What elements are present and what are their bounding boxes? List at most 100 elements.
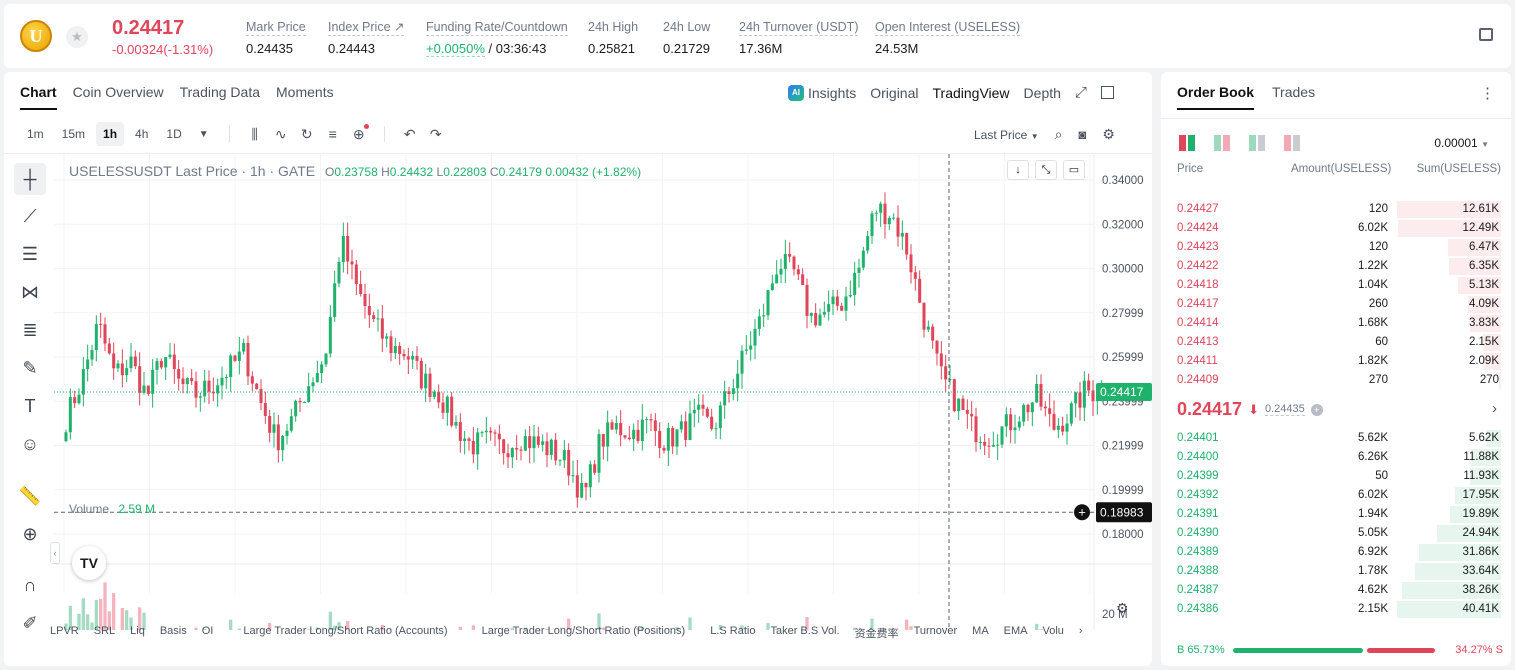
text-icon[interactable]: T: [24, 396, 36, 416]
indicator-basis[interactable]: Basis: [159, 625, 187, 637]
stat-open-interest[interactable]: Open Interest (USELESS) 24.53M: [875, 20, 1021, 56]
timeframe-1m[interactable]: 1m: [27, 127, 44, 141]
crosshair-icon[interactable]: ┼: [14, 163, 46, 195]
ask-row[interactable]: 0.24414 1.68K 3.83K: [1161, 314, 1511, 333]
bid-row[interactable]: 0.24389 6.92K 31.86K: [1161, 543, 1511, 562]
chevron-right-icon[interactable]: ›: [1492, 400, 1497, 417]
scroll-down-icon[interactable]: ↓: [1007, 160, 1029, 180]
collapse-left-icon[interactable]: ‹: [50, 542, 60, 564]
refresh-icon[interactable]: ↻: [300, 125, 313, 142]
notes-icon[interactable]: [1479, 28, 1493, 41]
collapse-icon[interactable]: ⤡: [1035, 160, 1057, 180]
price-chart[interactable]: 0.340000.320000.300000.279990.259990.239…: [54, 154, 1152, 630]
bid-row[interactable]: 0.24392 6.02K 17.95K: [1161, 486, 1511, 505]
fib-icon[interactable]: ≣: [22, 320, 38, 340]
brush-icon[interactable]: ✎: [22, 358, 38, 378]
indicator-lt-accounts[interactable]: Large Trader Long/Short Ratio (Accounts): [243, 625, 448, 637]
ask-row[interactable]: 0.24424 6.02K 12.49K: [1161, 219, 1511, 238]
indicator-ma[interactable]: MA: [972, 625, 989, 637]
mid-price-row[interactable]: 0.24417 ⬇ 0.24435 +: [1177, 399, 1323, 420]
order-book-tabs: Order Book Trades: [1177, 84, 1315, 110]
tab-trading-data[interactable]: Trading Data: [179, 84, 261, 100]
bid-row[interactable]: 0.24391 1.94K 19.89K: [1161, 505, 1511, 524]
stat-index-price[interactable]: Index Price ↗ 0.24443: [328, 20, 405, 56]
horizontal-lines-icon[interactable]: ☰: [21, 244, 39, 264]
camera-icon[interactable]: ◙: [1078, 127, 1087, 142]
view-both-icon[interactable]: [1179, 135, 1195, 151]
fit-screen-icon[interactable]: ▭: [1063, 160, 1085, 180]
expand-icon[interactable]: ⤢: [1074, 84, 1087, 101]
candle-type-icon[interactable]: ⫼: [251, 125, 258, 142]
indicator-ls-ratio[interactable]: L.S Ratio: [710, 625, 756, 637]
stat-24h-turnover[interactable]: 24h Turnover (USDT) 17.36M: [739, 20, 859, 56]
timeframe-1d[interactable]: 1D: [166, 127, 182, 141]
ask-row[interactable]: 0.24409 270 270: [1161, 371, 1511, 390]
bid-row[interactable]: 0.24399 50 11.93K: [1161, 467, 1511, 486]
ruler-icon[interactable]: 📏: [18, 486, 42, 506]
chart-settings-icon[interactable]: ⚙: [1116, 600, 1129, 616]
timeframe-4h[interactable]: 4h: [135, 127, 149, 141]
tab-original[interactable]: Original: [870, 84, 919, 101]
indicator-srl[interactable]: SRL: [93, 625, 116, 637]
indicator-lt-positions[interactable]: Large Trader Long/Short Ratio (Positions…: [481, 625, 686, 637]
add-indicator-icon[interactable]: ⊕: [348, 123, 370, 143]
ask-row[interactable]: 0.24423 120 6.47K: [1161, 238, 1511, 257]
indicator-turnover[interactable]: Turnover: [913, 625, 958, 637]
bid-row[interactable]: 0.24388 1.78K 33.64K: [1161, 562, 1511, 581]
bid-row[interactable]: 0.24386 2.15K 40.41K: [1161, 600, 1511, 619]
view-bids-icon[interactable]: [1249, 135, 1265, 151]
bid-row[interactable]: 0.24401 5.62K 5.62K: [1161, 429, 1511, 448]
indicator-lpvr[interactable]: LPVR: [50, 625, 79, 637]
bid-row[interactable]: 0.24400 6.26K 11.88K: [1161, 448, 1511, 467]
tab-tradingview[interactable]: TradingView: [932, 84, 1010, 101]
ask-row[interactable]: 0.24427 120 12.61K: [1161, 200, 1511, 219]
emoji-icon[interactable]: ☺: [20, 434, 40, 454]
undo-icon[interactable]: ↶: [403, 125, 416, 142]
ask-row[interactable]: 0.24418 1.04K 5.13K: [1161, 276, 1511, 295]
stat-mark-price[interactable]: Mark Price 0.24435: [246, 20, 306, 56]
pattern-icon[interactable]: ⋈: [21, 282, 39, 302]
indicator-oi[interactable]: OI: [201, 625, 214, 637]
magnet-icon[interactable]: ∩: [23, 575, 37, 595]
price-type-select[interactable]: Last Price ▼: [974, 127, 1039, 142]
stat-funding-rate[interactable]: Funding Rate/Countdown +0.0050% / 03:36:…: [426, 20, 568, 57]
indicator-volume[interactable]: Volu: [1042, 625, 1064, 637]
indicator-ema[interactable]: EMA: [1003, 625, 1028, 637]
indicator-taker-vol[interactable]: Taker B.S Vol.: [770, 625, 840, 637]
view-bids-asks-icon[interactable]: [1214, 135, 1230, 151]
settings-gear-icon[interactable]: ⚙: [1102, 126, 1115, 142]
trendline-icon[interactable]: ⟋: [23, 206, 37, 226]
indicator-funding[interactable]: 资金费率: [854, 628, 899, 640]
tab-depth[interactable]: Depth: [1023, 84, 1061, 101]
view-asks-icon[interactable]: [1284, 135, 1300, 151]
ask-row[interactable]: 0.24413 60 2.15K: [1161, 333, 1511, 352]
window-icon[interactable]: [1100, 86, 1114, 99]
ask-row[interactable]: 0.24422 1.22K 6.35K: [1161, 257, 1511, 276]
pencil-icon[interactable]: ✐: [22, 613, 38, 633]
bid-row[interactable]: 0.24390 5.05K 24.94K: [1161, 524, 1511, 543]
tab-moments[interactable]: Moments: [276, 84, 334, 100]
tab-chart[interactable]: Chart: [20, 84, 57, 110]
ask-row[interactable]: 0.24417 260 4.09K: [1161, 295, 1511, 314]
tab-trades[interactable]: Trades: [1272, 84, 1316, 100]
favorite-star-icon[interactable]: ★: [66, 26, 88, 48]
indicator-liq[interactable]: Liq: [130, 625, 145, 637]
volume-bar: [1039, 629, 1043, 630]
tab-order-book[interactable]: Order Book: [1177, 84, 1254, 110]
precision-select[interactable]: 0.00001 ▼: [1434, 136, 1489, 150]
timeframe-15m[interactable]: 15m: [61, 127, 86, 141]
tab-coin-overview[interactable]: Coin Overview: [72, 84, 164, 100]
tradingview-logo-icon[interactable]: TV: [72, 546, 106, 580]
indicators-icon[interactable]: ∿: [274, 125, 287, 142]
indicator-scroll-right-icon[interactable]: ›: [1078, 625, 1083, 637]
zoom-in-icon[interactable]: ⊕: [22, 524, 38, 544]
ask-row[interactable]: 0.24411 1.82K 2.09K: [1161, 352, 1511, 371]
search-icon[interactable]: ⌕: [1054, 126, 1063, 142]
redo-icon[interactable]: ↷: [429, 125, 442, 142]
tab-insights[interactable]: AI Insights: [788, 84, 856, 101]
more-menu-icon[interactable]: ⋮: [1480, 85, 1495, 102]
timeframe-dropdown-icon[interactable]: ▼: [198, 128, 209, 140]
timeframe-1h[interactable]: 1h: [96, 122, 125, 146]
bid-row[interactable]: 0.24387 4.62K 38.26K: [1161, 581, 1511, 600]
template-icon[interactable]: ≡: [328, 126, 337, 142]
